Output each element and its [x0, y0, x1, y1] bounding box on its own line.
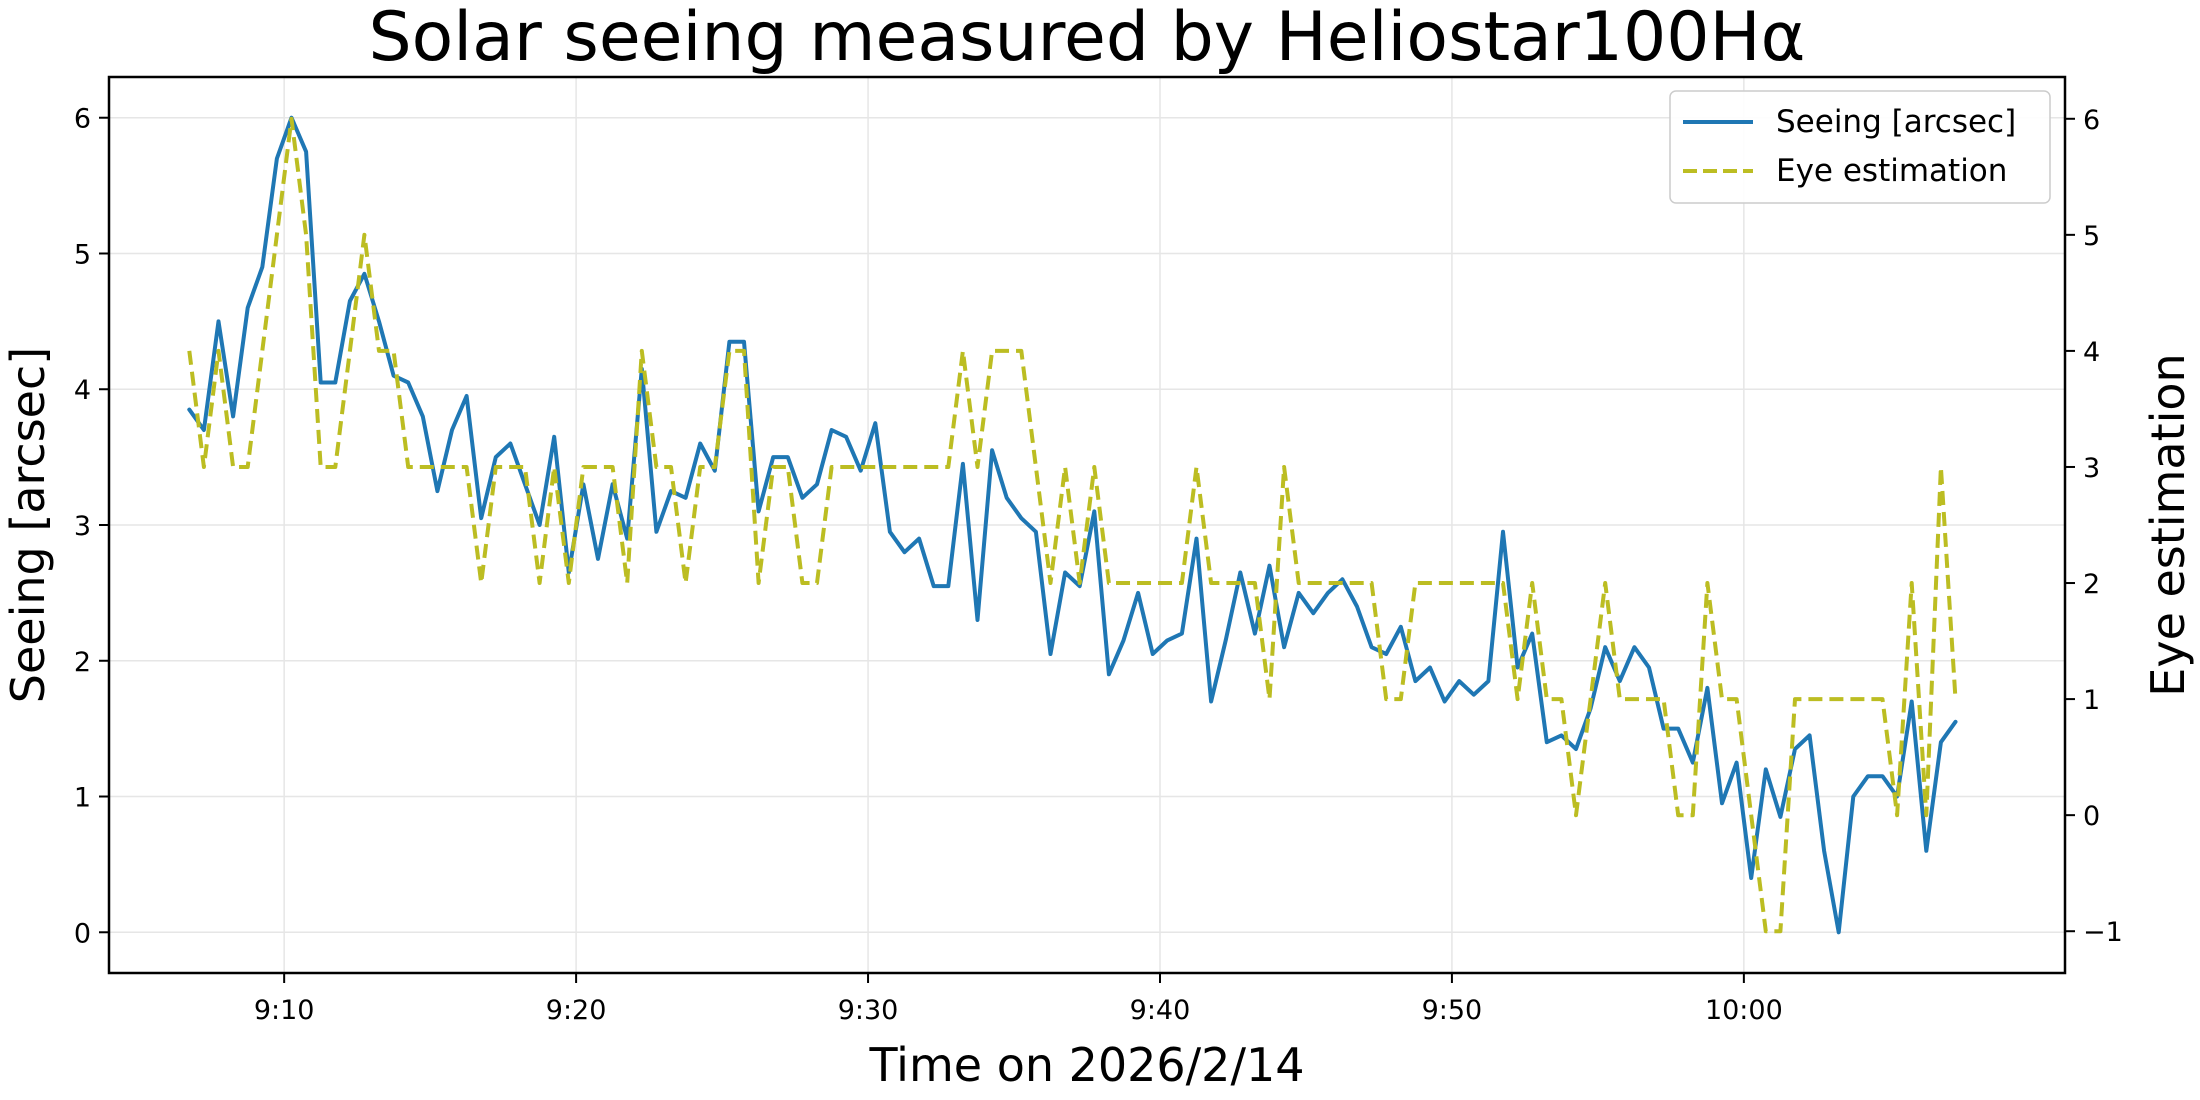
- series-lines: [187, 115, 1958, 935]
- series-line-seeing: [187, 115, 1958, 935]
- y-axis-left: 0 1 2 3 4 5 6: [74, 104, 109, 949]
- y2-tick-label: 2: [2083, 569, 2100, 600]
- y2-tick-label: 5: [2083, 221, 2100, 252]
- x-tick-label: 9:30: [838, 995, 899, 1026]
- legend-box: [1669, 90, 2051, 204]
- y-tick-label: 3: [74, 511, 91, 542]
- y-tick-label: 1: [74, 783, 91, 814]
- y-axis-right: −1 0 1 2 3 4 5 6: [2065, 105, 2123, 948]
- legend-label-eye: Eye estimation: [1776, 153, 2007, 189]
- x-tick-label: 9:50: [1422, 995, 1483, 1026]
- y-tick-label: 6: [74, 104, 91, 135]
- y2-tick-label: −1: [2083, 917, 2123, 948]
- x-axis: 9:10 9:20 9:30 9:40 9:50 10:00: [254, 973, 1783, 1026]
- x-tick-label: 9:40: [1130, 995, 1191, 1026]
- y2-tick-label: 3: [2083, 453, 2100, 484]
- x-tick-label: 9:20: [546, 995, 607, 1026]
- y-tick-label: 0: [74, 918, 91, 949]
- legend-label-seeing: Seeing [arcsec]: [1776, 104, 2016, 140]
- y-tick-label: 2: [74, 647, 91, 678]
- y2-tick-label: 4: [2083, 337, 2100, 368]
- y-axis-title: Seeing [arcsec]: [1, 347, 55, 703]
- x-tick-label: 10:00: [1705, 995, 1783, 1026]
- y2-tick-label: 1: [2083, 685, 2100, 716]
- chart-title: Solar seeing measured by Heliostar100Hα: [369, 0, 1806, 77]
- y-tick-label: 4: [74, 375, 91, 406]
- y-tick-label: 5: [74, 239, 91, 270]
- y2-tick-label: 0: [2083, 801, 2100, 832]
- legend: Seeing [arcsec] Eye estimation: [1669, 90, 2051, 204]
- y2-axis-title: Eye estimation: [2141, 353, 2195, 696]
- x-tick-label: 9:10: [254, 995, 315, 1026]
- x-axis-title: Time on 2026/2/14: [869, 1038, 1305, 1092]
- y2-tick-label: 6: [2083, 105, 2100, 136]
